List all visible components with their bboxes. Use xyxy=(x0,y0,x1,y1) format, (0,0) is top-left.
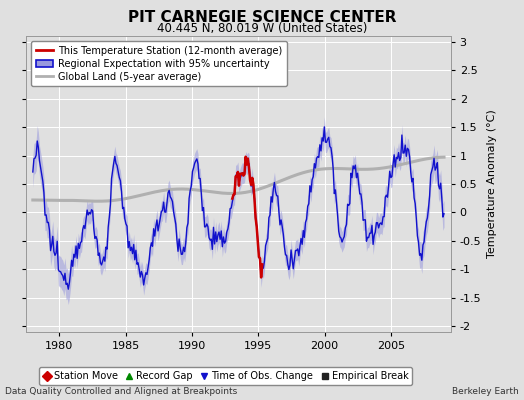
Text: PIT CARNEGIE SCIENCE CENTER: PIT CARNEGIE SCIENCE CENTER xyxy=(128,10,396,25)
Legend: Station Move, Record Gap, Time of Obs. Change, Empirical Break: Station Move, Record Gap, Time of Obs. C… xyxy=(39,367,412,385)
Y-axis label: Temperature Anomaly (°C): Temperature Anomaly (°C) xyxy=(487,110,497,258)
Text: Berkeley Earth: Berkeley Earth xyxy=(452,387,519,396)
Text: 40.445 N, 80.019 W (United States): 40.445 N, 80.019 W (United States) xyxy=(157,22,367,35)
Text: Data Quality Controlled and Aligned at Breakpoints: Data Quality Controlled and Aligned at B… xyxy=(5,387,237,396)
